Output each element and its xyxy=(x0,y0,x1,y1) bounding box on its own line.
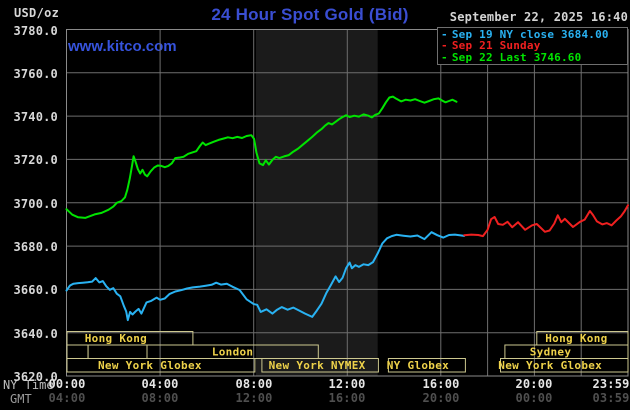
ny-time-tick-label: 20:00 xyxy=(515,377,553,391)
chart-title: 24 Hour Spot Gold (Bid) xyxy=(211,5,409,24)
gmt-tick-label: 20:00 xyxy=(422,391,460,405)
y-axis-tick-label: 3660.0 xyxy=(13,283,58,297)
price-series-sep22 xyxy=(65,95,458,219)
session-label: Hong Kong xyxy=(545,332,607,345)
y-axis-tick-label: 3720.0 xyxy=(13,153,58,167)
legend-marker-sep21: - xyxy=(441,39,448,53)
gmt-tick-label: 04:00 xyxy=(48,391,86,405)
gmt-tick-label: 00:00 xyxy=(515,391,553,405)
session-label: New York Globex xyxy=(498,359,602,372)
gmt-tick-label: 12:00 xyxy=(235,391,273,405)
y-axis-tick-label: 3760.0 xyxy=(13,67,58,81)
y-axis-tick-label: 3700.0 xyxy=(13,197,58,211)
legend-row-sep22: - Sep 22 Last 3746.60 xyxy=(441,52,627,63)
kitco-site-link[interactable]: www.kitco.com xyxy=(68,38,177,55)
legend-box: - Sep 19 NY close 3684.00 - Sep 21 Sunda… xyxy=(437,27,628,65)
legend-label-sep21: Sep 21 Sunday xyxy=(451,39,541,53)
price-series-sep19 xyxy=(65,231,466,322)
gmt-tick-label: 03:59 xyxy=(592,391,630,405)
session-label: Sydney xyxy=(530,346,572,359)
session-label: London xyxy=(212,346,254,359)
y-axis-tick-label: 3620.0 xyxy=(13,370,58,384)
ny-time-tick-label: 08:00 xyxy=(235,377,273,391)
ny-time-tick-label: 12:00 xyxy=(328,377,366,391)
session-box xyxy=(87,344,148,359)
legend-row-sep21: - Sep 21 Sunday xyxy=(441,40,627,51)
gmt-tick-label: 16:00 xyxy=(328,391,366,405)
price-series-sep21 xyxy=(463,204,629,238)
session-box xyxy=(66,358,256,373)
y-axis-tick-label: 3640.0 xyxy=(13,327,58,341)
ny-time-tick-label: 16:00 xyxy=(422,377,460,391)
gmt-axis-label: GMT xyxy=(10,392,32,406)
session-box xyxy=(500,358,629,373)
y-axis-tick-label: 3680.0 xyxy=(13,240,58,254)
session-box xyxy=(66,344,89,359)
ny-time-tick-label: 00:00 xyxy=(48,377,86,391)
legend-label-sep19: Sep 19 NY close 3684.00 xyxy=(451,28,609,42)
legend-marker-sep22: - xyxy=(441,50,448,64)
ny-time-axis-label: NY Time xyxy=(3,378,54,392)
y-axis-unit-label: USD/oz xyxy=(14,6,60,20)
session-box xyxy=(387,358,466,373)
gmt-tick-label: 08:00 xyxy=(141,391,179,405)
session-label: Hong Kong xyxy=(85,332,147,345)
chart-datetime: September 22, 2025 16:40 xyxy=(449,10,628,24)
session-box xyxy=(261,358,379,373)
ny-time-tick-label: 23:59 xyxy=(592,377,630,391)
session-label: New York NYMEX xyxy=(269,359,366,372)
y-axis-tick-label: 3780.0 xyxy=(13,24,58,38)
legend-row-sep19: - Sep 19 NY close 3684.00 xyxy=(441,29,627,40)
legend-label-sep22: Sep 22 Last 3746.60 xyxy=(451,50,582,64)
y-axis-tick-label: 3740.0 xyxy=(13,110,58,124)
session-label: New York Globex xyxy=(98,359,202,372)
ny-time-tick-label: 04:00 xyxy=(141,377,179,391)
plot-border xyxy=(66,29,629,377)
session-label: NY Globex xyxy=(387,359,449,372)
legend-marker-sep19: - xyxy=(441,28,448,42)
